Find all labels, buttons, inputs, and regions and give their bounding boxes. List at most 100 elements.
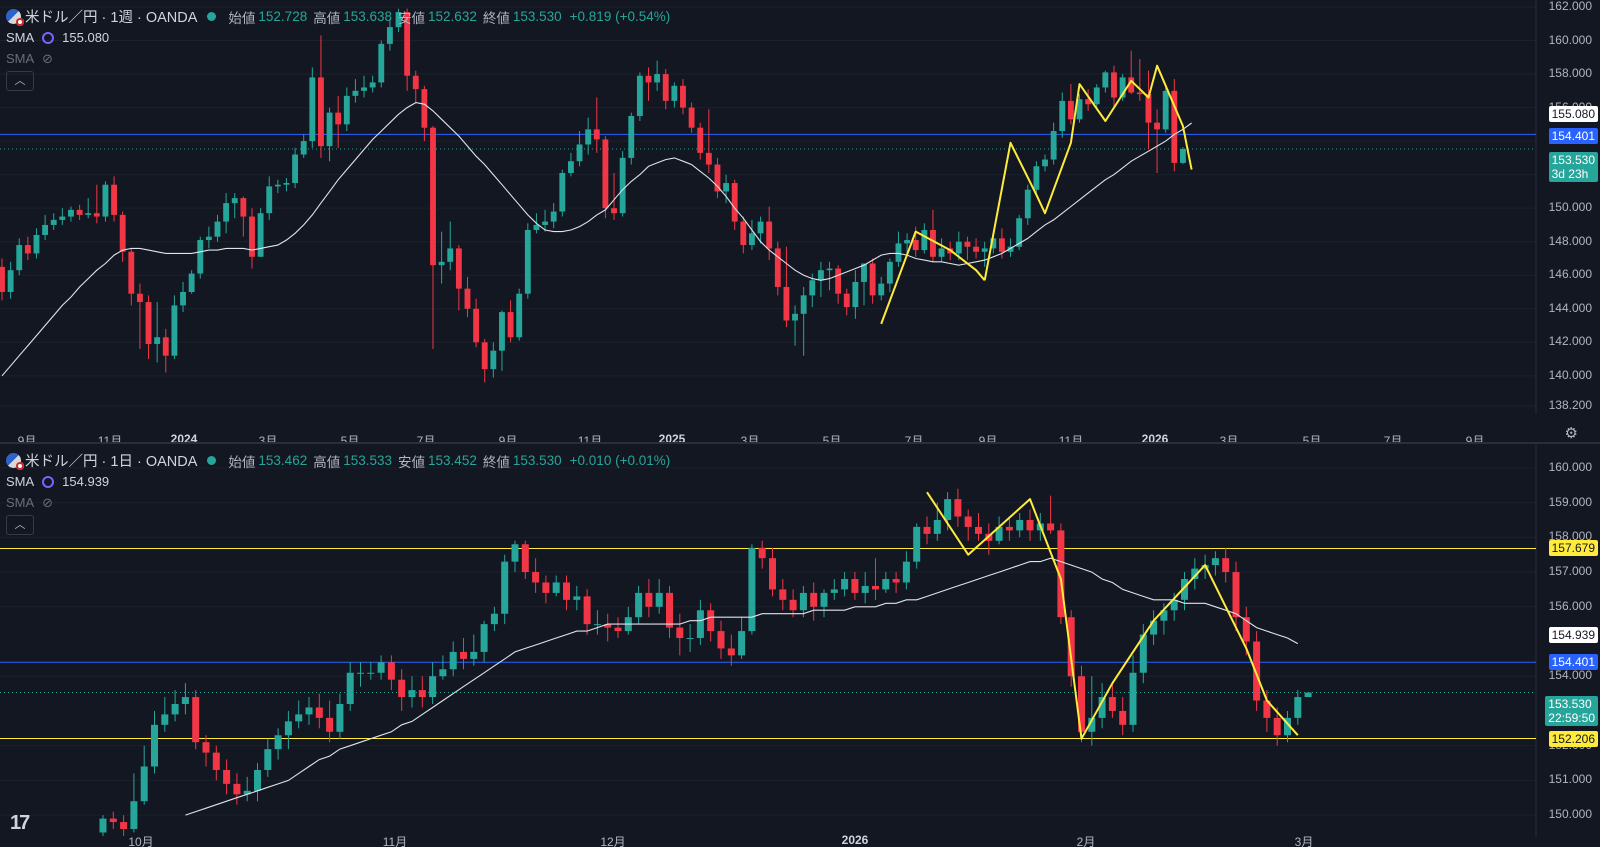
candle-body xyxy=(602,139,609,209)
hidden-eye-icon[interactable]: ⊘ xyxy=(42,50,54,66)
open-label: 始値 xyxy=(228,10,256,26)
tradingview-logo[interactable]: 17 xyxy=(10,812,30,834)
low-label: 安値 xyxy=(398,454,426,470)
candle-body xyxy=(171,305,178,356)
candle-body xyxy=(336,704,344,732)
candle-body xyxy=(507,312,514,338)
weekly-sma-price-tag: 155.080 xyxy=(1548,106,1598,123)
candle-body xyxy=(1026,519,1034,531)
daily-symbol-title[interactable]: 米ドル／円 · 1日 · OANDA xyxy=(25,454,198,470)
daily-chart-canvas[interactable] xyxy=(0,444,1600,847)
candle-body xyxy=(923,526,931,534)
price-tick-label: 160.000 xyxy=(1548,32,1592,47)
low-value: 152.632 xyxy=(428,9,477,24)
candle-body xyxy=(723,183,730,192)
candle-body xyxy=(1145,94,1152,123)
candle-body xyxy=(249,216,255,257)
candle-body xyxy=(309,77,316,142)
low-value: 153.452 xyxy=(428,453,477,468)
time-tick-label: 7月 xyxy=(416,434,436,442)
candle-body xyxy=(789,599,797,611)
candle-body xyxy=(7,270,14,292)
settings-gear-icon[interactable]: ⚙ xyxy=(1564,425,1578,442)
candle-body xyxy=(243,790,251,795)
candle-body xyxy=(645,592,653,607)
sma2-indicator-label[interactable]: SMA xyxy=(6,51,35,66)
candle-body xyxy=(758,547,766,559)
candle-body xyxy=(181,697,189,704)
candle-body xyxy=(921,229,928,251)
high-value: 153.533 xyxy=(343,453,393,468)
candle-body xyxy=(0,266,5,292)
candle-body xyxy=(779,589,787,600)
candle-body xyxy=(717,631,725,649)
sma-line xyxy=(1,102,1192,377)
candle-body xyxy=(85,213,92,215)
candle-body xyxy=(326,112,333,147)
price-tick-label: 162.000 xyxy=(1548,0,1592,13)
candle-body xyxy=(511,544,519,562)
hidden-eye-icon[interactable]: ⊘ xyxy=(42,494,54,510)
low-label: 安値 xyxy=(398,10,426,26)
candle-body xyxy=(145,302,152,344)
close-value: 153.530 xyxy=(512,9,562,24)
candle-body xyxy=(676,627,684,639)
sma-indicator-label[interactable]: SMA xyxy=(6,474,35,489)
candle-body xyxy=(645,75,652,83)
candle-body xyxy=(214,221,221,237)
candle-body xyxy=(826,268,833,271)
candle-body xyxy=(386,27,393,44)
collapse-legend-button[interactable]: ︿ xyxy=(6,515,34,535)
candle-body xyxy=(404,12,411,76)
candle-body xyxy=(933,519,941,534)
candle-body xyxy=(315,707,323,718)
candle-body xyxy=(614,627,622,632)
candle-body xyxy=(266,186,273,214)
candle-body xyxy=(346,672,354,704)
candle-body xyxy=(852,281,859,308)
candle-body xyxy=(274,184,281,187)
candle-body xyxy=(447,248,454,262)
time-tick-label: 2026 xyxy=(1141,432,1169,442)
candle-body xyxy=(430,127,436,266)
candle-body xyxy=(223,203,230,222)
candle-body xyxy=(964,516,972,527)
candle-body xyxy=(1222,558,1230,573)
candle-body xyxy=(686,638,694,640)
candle-body xyxy=(757,221,764,234)
daily-chart-pane[interactable]: 米ドル／円 · 1日 · OANDA 始値 153.462 高値 153.533 安… xyxy=(0,444,1600,847)
candle-body xyxy=(1085,99,1092,105)
candle-body xyxy=(283,183,290,185)
candle-body xyxy=(892,579,900,583)
candle-body xyxy=(635,592,643,618)
candle-body xyxy=(1098,697,1106,718)
candle-body xyxy=(1150,620,1158,635)
candle-body xyxy=(161,714,169,725)
candle-body xyxy=(1160,610,1168,621)
candle-body xyxy=(264,749,272,770)
collapse-legend-button[interactable]: ︿ xyxy=(6,71,34,91)
trend-drawing-path xyxy=(983,64,1193,281)
close-label: 終値 xyxy=(482,454,510,470)
candle-body xyxy=(180,292,186,306)
candle-body xyxy=(439,669,447,677)
candle-body xyxy=(895,243,902,262)
sma-indicator-label[interactable]: SMA xyxy=(6,30,35,45)
candle-body xyxy=(604,624,612,628)
daily-hline-price-tag: 154.401 xyxy=(1548,654,1598,671)
candle-body xyxy=(253,769,262,791)
candle-body xyxy=(1007,246,1014,252)
candle-body xyxy=(766,221,773,249)
open-value: 152.728 xyxy=(258,9,308,24)
candle-body xyxy=(1253,641,1261,701)
candle-body xyxy=(611,208,617,214)
candle-body xyxy=(212,752,220,770)
weekly-legend: 米ドル／円 · 1週 · OANDA 始値 152.728 高値 153.638 安… xyxy=(6,6,670,91)
weekly-chart-pane[interactable]: 米ドル／円 · 1週 · OANDA 始値 152.728 高値 153.638 安… xyxy=(0,0,1600,442)
sma2-indicator-label[interactable]: SMA xyxy=(6,495,35,510)
candle-body xyxy=(1180,579,1189,600)
pane-divider[interactable] xyxy=(0,442,1600,444)
daily-legend: 米ドル／円 · 1日 · OANDA 始値 153.462 高値 153.533 安… xyxy=(6,450,670,535)
weekly-symbol-title[interactable]: 米ドル／円 · 1週 · OANDA xyxy=(25,10,198,26)
weekly-chart-canvas[interactable] xyxy=(0,0,1600,442)
